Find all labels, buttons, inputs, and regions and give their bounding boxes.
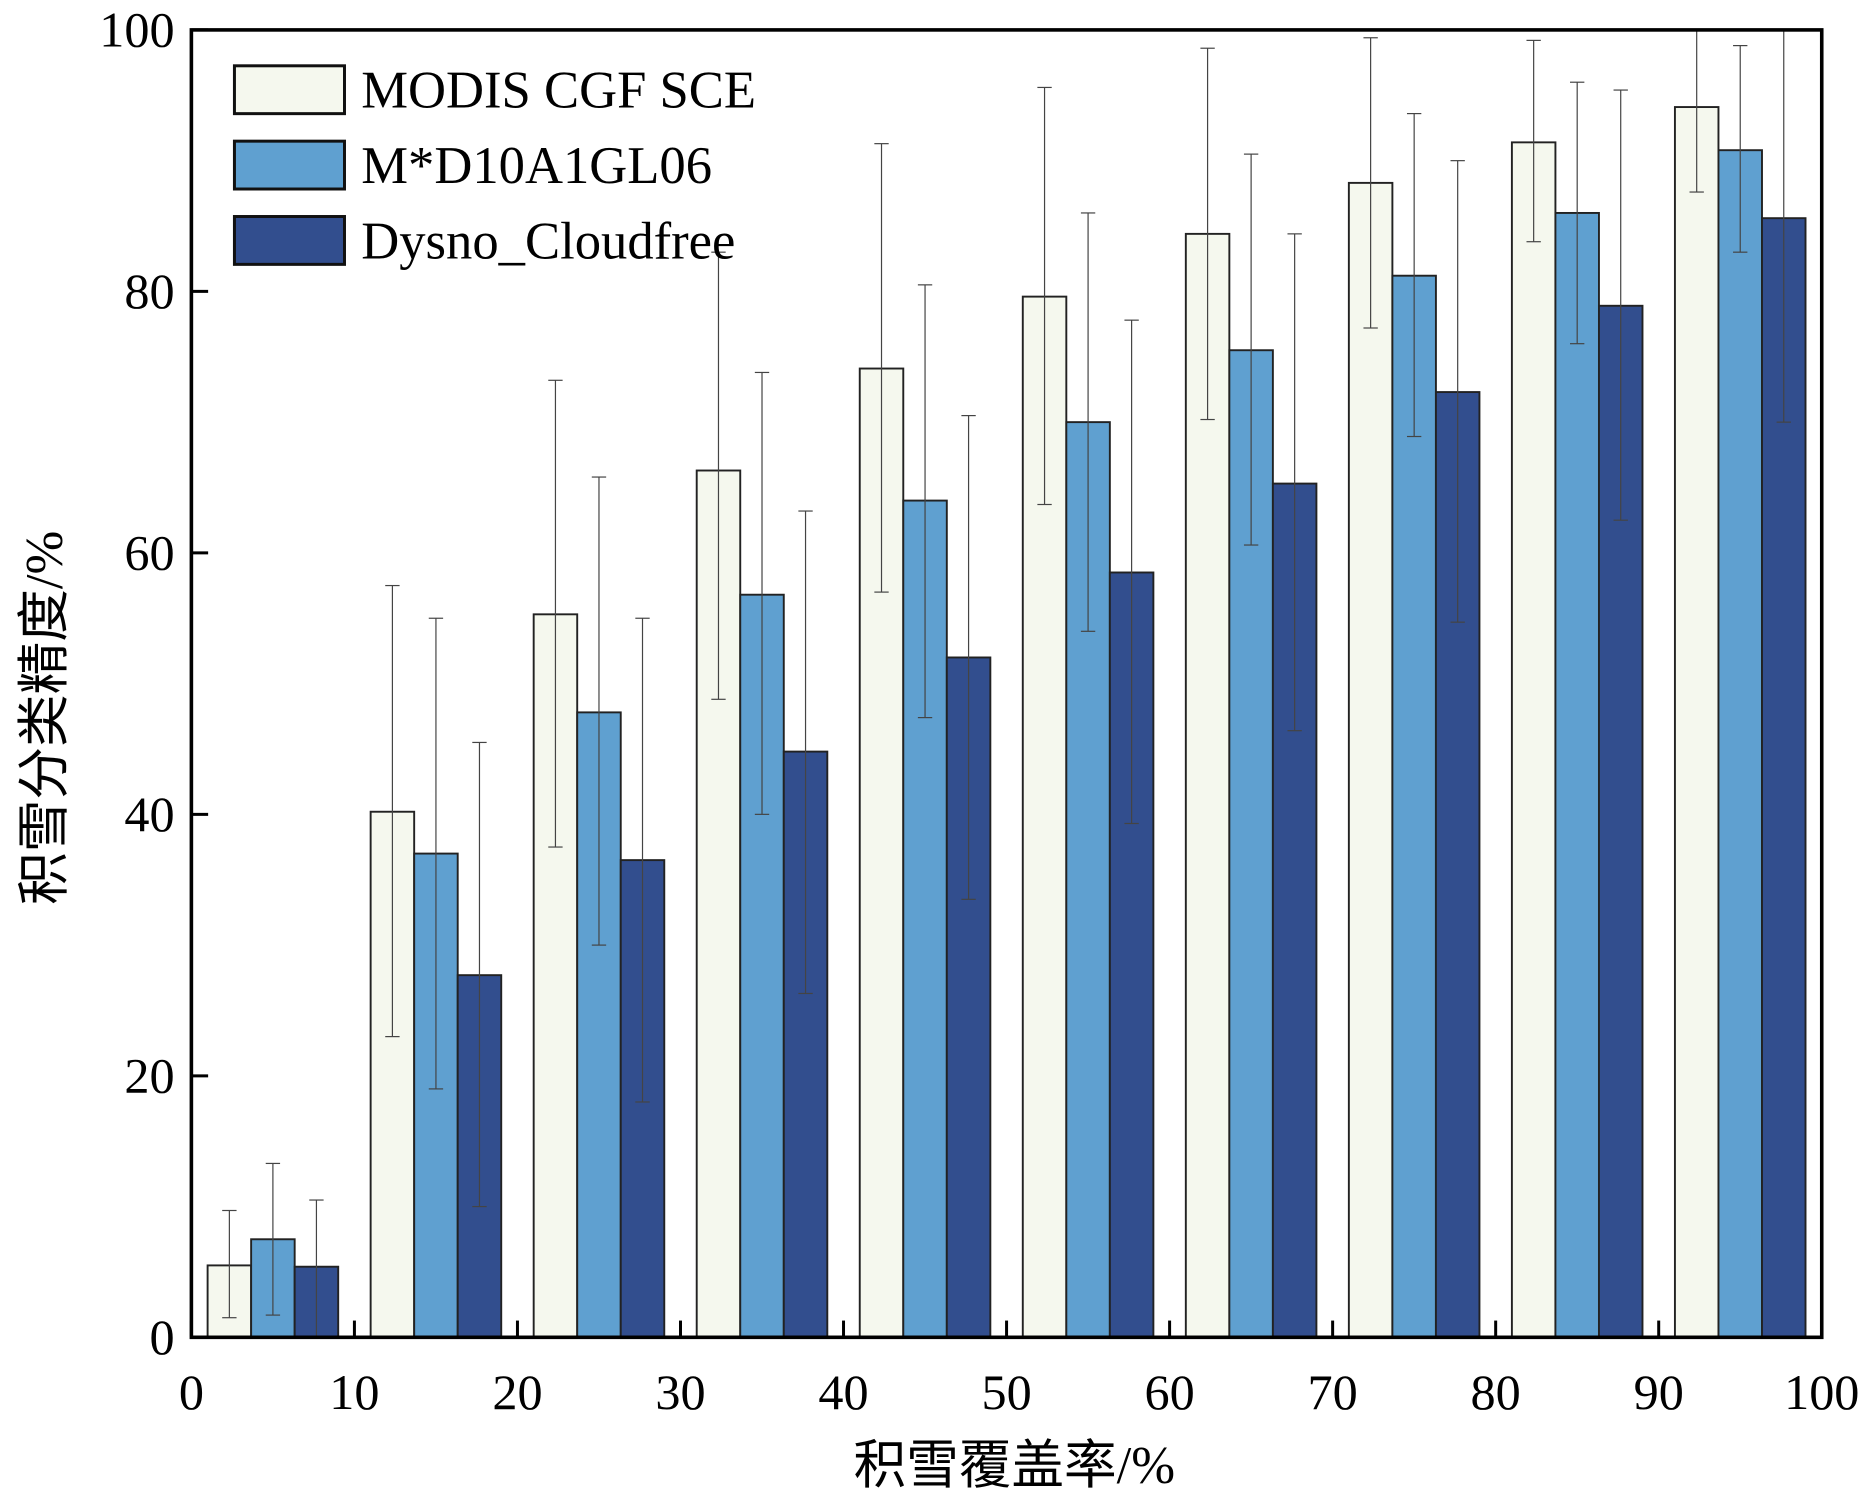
x-tick-label: 100 [1784, 1364, 1859, 1420]
x-tick-label: 60 [1144, 1364, 1194, 1420]
y-tick-labels: 0 20 40 60 80 100 [99, 2, 174, 1365]
plot-frame [189, 28, 1824, 1340]
legend-label-2: Dysno_Cloudfree [361, 212, 735, 270]
x-tick-labels: 0 10 20 30 40 50 60 70 80 90 100 [179, 1364, 1860, 1420]
x-tick-label: 0 [179, 1364, 204, 1420]
legend-label-1: M*D10A1GL06 [361, 137, 712, 195]
x-tick-label: 70 [1308, 1364, 1358, 1420]
x-tick-label: 20 [492, 1364, 542, 1420]
x-tick-label: 50 [981, 1364, 1031, 1420]
x-tick-label: 10 [329, 1364, 379, 1420]
bar-0-8 [1510, 141, 1557, 1339]
legend-label-0: MODIS CGF SCE [361, 62, 756, 120]
y-tick-label: 20 [124, 1048, 174, 1104]
bar-1-8 [1554, 211, 1600, 1339]
bars-layer [206, 106, 1807, 1339]
y-axis-label: 积雪分类精度/% [16, 531, 74, 905]
x-tick-label: 80 [1471, 1364, 1521, 1420]
y-tick-label: 0 [150, 1309, 175, 1365]
bar-1-9 [1717, 149, 1763, 1339]
x-axis-label: 积雪覆盖率/% [854, 1437, 1176, 1495]
y-tick-label: 40 [124, 786, 174, 842]
x-tick-label: 40 [818, 1364, 868, 1420]
y-tick-label: 100 [99, 2, 174, 58]
legend-swatch-0 [232, 64, 346, 116]
legend-swatch-2 [232, 215, 346, 266]
y-tick-label: 60 [124, 525, 174, 581]
legend: MODIS CGF SCE M*D10A1GL06 Dysno_Cloudfree [232, 62, 756, 270]
bar-0-9 [1673, 106, 1720, 1339]
y-tick-label: 80 [124, 263, 174, 319]
bar-0-7 [1347, 181, 1394, 1339]
legend-swatch-1 [232, 139, 346, 191]
x-tick-label: 30 [655, 1364, 705, 1420]
x-tick-label: 90 [1634, 1364, 1684, 1420]
